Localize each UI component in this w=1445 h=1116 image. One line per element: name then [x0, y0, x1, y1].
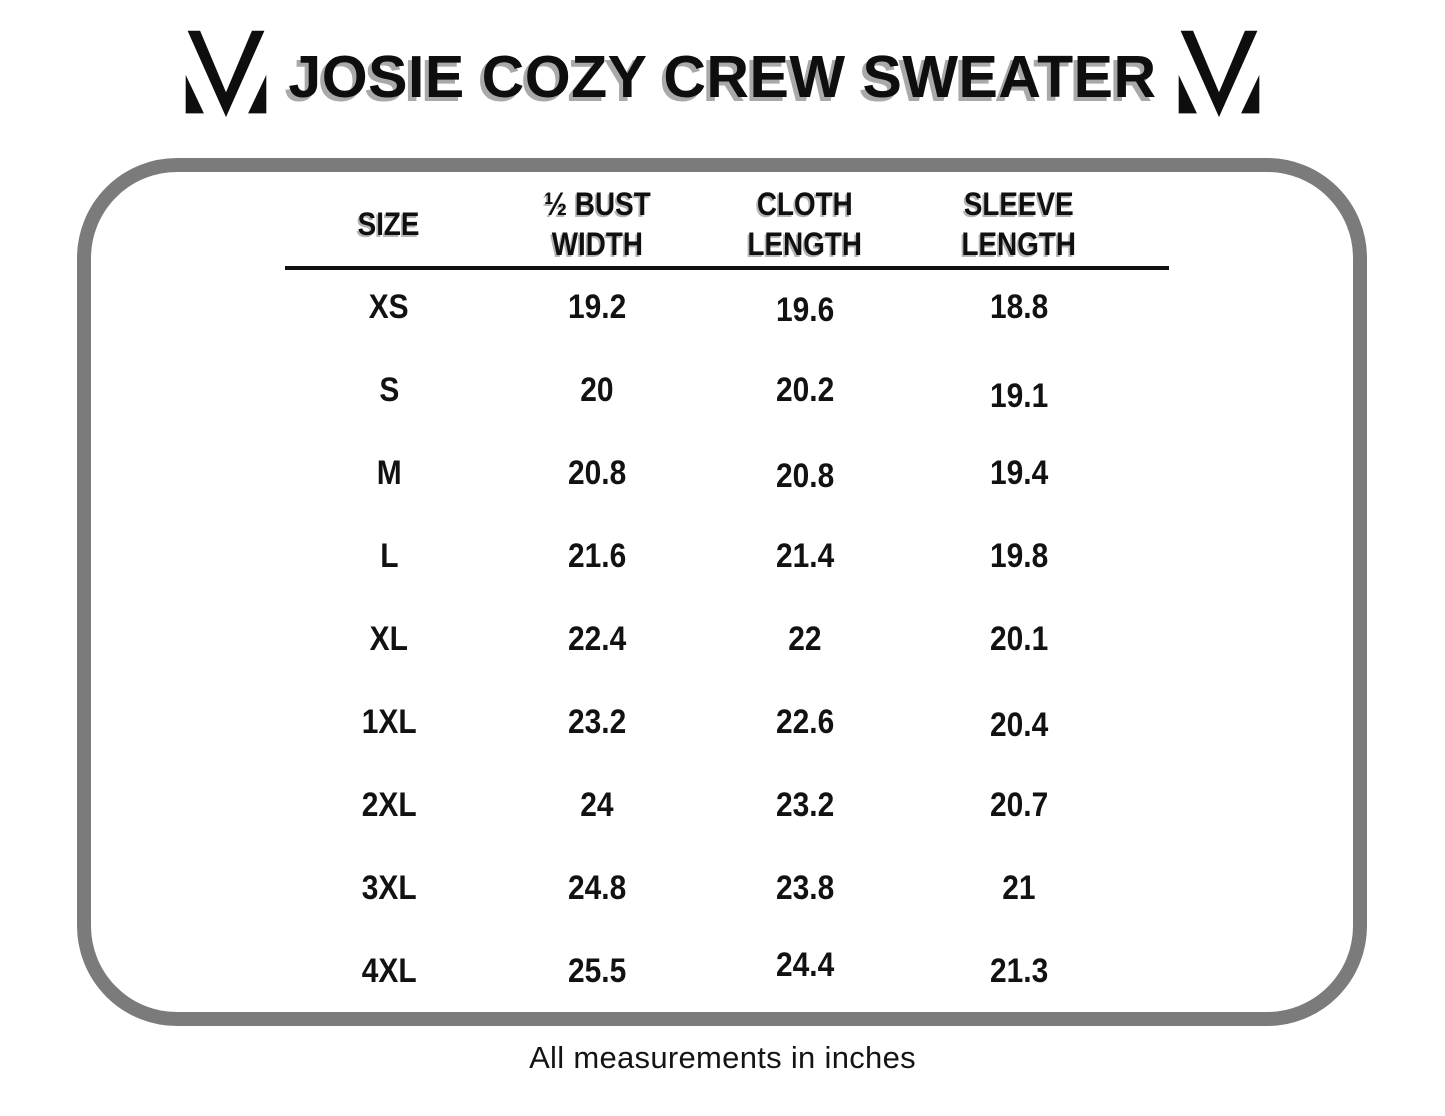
table-row: 4XL 25.5 24.4 21.3 — [285, 930, 1169, 1013]
size-chart-table: SIZE ½ BUST WIDTH CLOTH LENGTH SLEEVE LE… — [285, 182, 1169, 1013]
cell-size: 1XL — [361, 703, 417, 741]
masthead: JOSIE COZY CREW SWEATER — [0, 24, 1445, 118]
table-row: M 20.8 20.8 19.4 — [285, 432, 1169, 515]
table-row: 2XL 24 23.2 20.7 — [285, 764, 1169, 847]
column-header-bust-width: ½ BUST WIDTH — [543, 186, 651, 262]
column-header-cloth-length: CLOTH LENGTH — [747, 186, 863, 262]
cell-bust-width: 25.5 — [567, 952, 627, 990]
cell-bust-width: 24 — [580, 786, 614, 824]
table-row: XL 22.4 22 20.1 — [285, 598, 1169, 681]
column-header-sleeve-length: SLEEVE LENGTH — [961, 186, 1077, 262]
cell-cloth-length: 21.4 — [775, 537, 835, 575]
table-row: L 21.6 21.4 19.8 — [285, 515, 1169, 598]
cell-size: XS — [369, 288, 409, 326]
cell-cloth-length: 22.6 — [775, 703, 835, 741]
column-header-size: SIZE — [358, 206, 420, 242]
table-row: S 20 20.2 19.1 — [285, 349, 1169, 432]
cell-size: 4XL — [361, 952, 417, 990]
page-title: JOSIE COZY CREW SWEATER — [288, 44, 1157, 110]
cell-size: 3XL — [361, 869, 417, 907]
cell-sleeve-length: 18.8 — [989, 288, 1049, 326]
cell-sleeve-length: 20.4 — [989, 706, 1049, 744]
cell-bust-width: 20 — [580, 371, 614, 409]
cell-bust-width: 19.2 — [567, 288, 627, 326]
cell-cloth-length: 20.8 — [775, 457, 835, 495]
cell-bust-width: 22.4 — [567, 620, 627, 658]
size-chart-frame — [77, 158, 1367, 1026]
brand-logo-mv-icon — [1171, 28, 1267, 118]
measurements-note: All measurements in inches — [529, 1040, 916, 1075]
cell-cloth-length: 19.6 — [775, 291, 835, 329]
cell-bust-width: 21.6 — [567, 537, 627, 575]
cell-size: M — [376, 454, 402, 492]
cell-cloth-length: 20.2 — [775, 371, 835, 409]
table-row: XS 19.2 19.6 18.8 — [285, 266, 1169, 349]
table-header-row: SIZE ½ BUST WIDTH CLOTH LENGTH SLEEVE LE… — [285, 182, 1169, 266]
cell-sleeve-length: 20.7 — [989, 786, 1049, 824]
cell-size: XL — [369, 620, 409, 658]
table-row: 1XL 23.2 22.6 20.4 — [285, 681, 1169, 764]
cell-cloth-length: 23.8 — [775, 869, 835, 907]
cell-sleeve-length: 21.3 — [989, 952, 1049, 990]
cell-sleeve-length: 19.4 — [989, 454, 1049, 492]
cell-size: 2XL — [361, 786, 417, 824]
cell-cloth-length: 22 — [788, 620, 822, 658]
cell-size: L — [379, 537, 399, 575]
cell-cloth-length: 23.2 — [775, 786, 835, 824]
cell-bust-width: 23.2 — [567, 703, 627, 741]
cell-sleeve-length: 19.1 — [989, 377, 1049, 415]
cell-bust-width: 20.8 — [567, 454, 627, 492]
cell-bust-width: 24.8 — [567, 869, 627, 907]
cell-cloth-length: 24.4 — [775, 946, 835, 984]
cell-sleeve-length: 20.1 — [989, 620, 1049, 658]
header-divider-line — [285, 266, 1169, 270]
table-body: XS 19.2 19.6 18.8 S 20 20.2 19.1 M 20.8 … — [285, 266, 1169, 1013]
table-row: 3XL 24.8 23.8 21 — [285, 847, 1169, 930]
cell-sleeve-length: 19.8 — [989, 537, 1049, 575]
cell-sleeve-length: 21 — [1002, 869, 1036, 907]
cell-size: S — [379, 371, 399, 409]
brand-logo-mv-icon — [178, 28, 274, 118]
